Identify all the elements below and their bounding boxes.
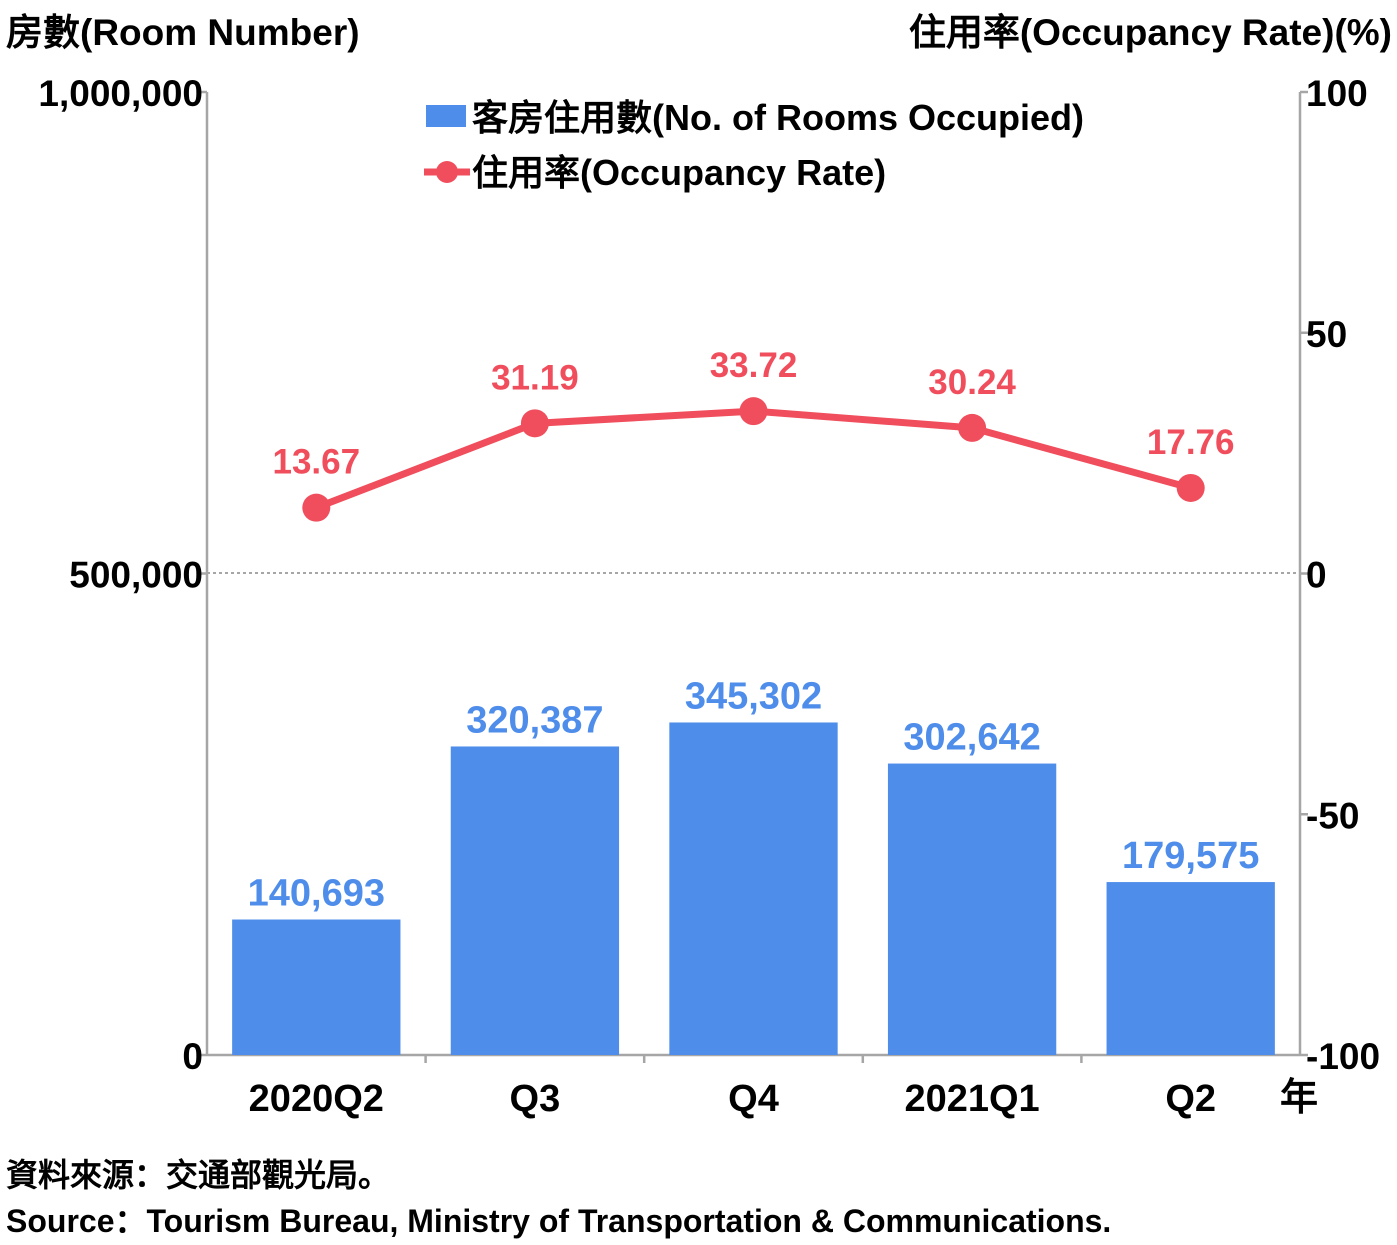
bar-value-labels: 140,693 320,387 345,302 302,642 179,575: [248, 675, 1260, 914]
left-tick-label: 0: [182, 1036, 203, 1077]
left-tick-label: 500,000: [69, 555, 203, 596]
line-value-label: 31.19: [491, 358, 579, 397]
left-axis-ticks: 0 500,000 1,000,000: [38, 73, 207, 1077]
left-tick-label: 1,000,000: [38, 73, 203, 114]
x-unit-label: 年: [1280, 1077, 1318, 1119]
left-axis-title: 房數(Room Number): [6, 12, 360, 53]
bar-value-label: 320,387: [466, 699, 603, 741]
bar: [232, 919, 401, 1055]
right-tick-label: 100: [1306, 73, 1368, 114]
bar: [669, 722, 838, 1055]
legend-line-label: 住用率(Occupancy Rate): [472, 152, 886, 193]
bar: [887, 763, 1057, 1055]
right-tick-label: 50: [1306, 314, 1347, 355]
legend: 客房住用數(No. of Rooms Occupied) 住用率(Occupan…: [424, 97, 1084, 193]
line-point: [520, 409, 549, 438]
line-series: [302, 397, 1205, 522]
source-zh: 資料來源：交通部觀光局。: [6, 1157, 390, 1193]
x-tick-label: Q3: [510, 1078, 561, 1120]
x-tick-label: Q4: [728, 1078, 779, 1120]
bar: [1106, 882, 1275, 1055]
bar-value-label: 302,642: [903, 717, 1040, 759]
line-point: [739, 397, 768, 426]
right-axis-ticks: -100 -50 0 50 100: [1300, 73, 1380, 1077]
x-tick-label: 2021Q1: [904, 1078, 1039, 1120]
bar: [450, 746, 620, 1055]
x-tick-label: 2020Q2: [249, 1078, 384, 1120]
bar-value-label: 140,693: [248, 873, 385, 915]
right-tick-label: 0: [1306, 555, 1327, 596]
line-point: [1176, 473, 1205, 502]
bar-value-label: 345,302: [685, 675, 822, 717]
right-axis-title: 住用率(Occupancy Rate)(%): [909, 12, 1392, 53]
right-tick-label: -100: [1306, 1036, 1380, 1077]
line-value-label: 33.72: [710, 346, 798, 385]
line-value-label: 30.24: [928, 363, 1016, 402]
legend-bar-label: 客房住用數(No. of Rooms Occupied): [472, 97, 1084, 138]
line-value-label: 17.76: [1147, 423, 1235, 462]
bar-series: [232, 722, 1275, 1055]
source-en: Source：Tourism Bureau, Ministry of Trans…: [6, 1203, 1111, 1239]
x-tick-label: Q2: [1165, 1078, 1216, 1120]
x-axis-ticks: 2020Q2 Q3 Q4 2021Q1 Q2: [249, 1055, 1216, 1120]
legend-bar-swatch: [426, 105, 466, 127]
bar-value-label: 179,575: [1122, 835, 1259, 877]
legend-line-marker: [436, 161, 458, 183]
line-point: [302, 493, 331, 522]
line-value-label: 13.67: [273, 443, 361, 482]
line-value-labels: 13.67 31.19 33.72 30.24 17.76: [273, 346, 1235, 482]
occupancy-line: [315, 407, 1192, 511]
line-point: [958, 413, 987, 442]
right-tick-label: -50: [1306, 795, 1359, 836]
